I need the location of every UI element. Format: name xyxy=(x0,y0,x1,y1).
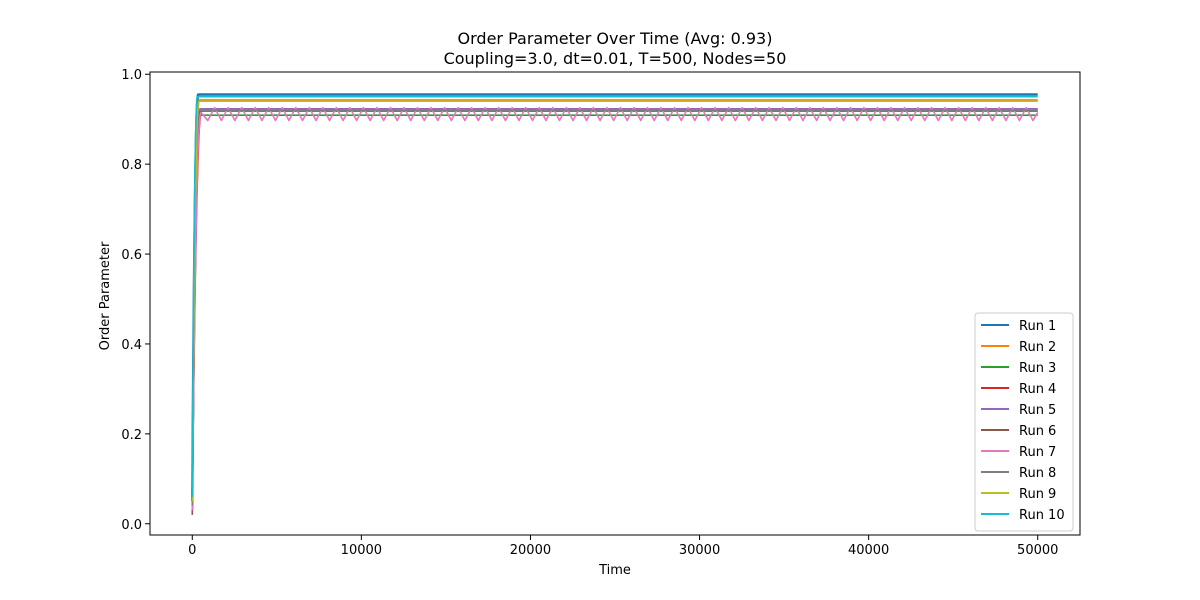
series-line-run-9 xyxy=(191,100,1038,502)
series-line-run-10 xyxy=(191,95,1038,497)
series-line-run-5 xyxy=(191,108,1038,506)
series-line-run-1 xyxy=(191,93,1038,502)
chart-subtitle: Coupling=3.0, dt=0.01, T=500, Nodes=50 xyxy=(444,49,787,68)
legend-label: Run 7 xyxy=(1019,445,1056,460)
legend-label: Run 1 xyxy=(1019,319,1056,334)
y-axis-label: Order Parameter xyxy=(98,241,113,350)
legend-label: Run 2 xyxy=(1019,340,1056,355)
legend: Run 1 Run 2 Run 3 Run 4 Run 5 Run 6 Run 7 Run 8… xyxy=(974,312,1074,532)
series-line-run-2 xyxy=(191,99,1038,511)
legend-label: Run 8 xyxy=(1019,466,1056,481)
chart-title: Order Parameter Over Time (Avg: 0.93) xyxy=(458,29,773,48)
legend-label: Run 9 xyxy=(1019,487,1056,502)
y-tick-label: 1.0 xyxy=(121,68,142,83)
y-tick-label: 0.8 xyxy=(121,158,142,173)
x-axis: 0 10000 20000 30000 40000 50000 xyxy=(188,535,1058,558)
series-line-run-6 xyxy=(191,110,1038,515)
series-line-run-4 xyxy=(191,109,1038,511)
legend-label: Run 6 xyxy=(1019,424,1056,439)
plot-frame xyxy=(149,71,1081,536)
x-tick-label: 30000 xyxy=(679,543,720,558)
series-line-run-8 xyxy=(191,109,1038,506)
x-tick-label: 40000 xyxy=(848,543,889,558)
y-axis: 0.0 0.2 0.4 0.6 0.8 1.0 xyxy=(121,68,150,533)
series-line-run-7 xyxy=(191,106,1039,511)
x-axis-label: Time xyxy=(598,563,631,578)
y-tick-label: 0.4 xyxy=(121,338,142,353)
legend-label: Run 5 xyxy=(1019,403,1056,418)
y-tick-label: 0.0 xyxy=(121,518,142,533)
y-tick-label: 0.2 xyxy=(121,428,142,443)
x-tick-label: 10000 xyxy=(341,543,382,558)
y-tick-label: 0.6 xyxy=(121,248,142,263)
x-tick-label: 20000 xyxy=(510,543,551,558)
legend-label: Run 10 xyxy=(1019,508,1065,523)
series-line-run-3 xyxy=(191,114,1038,515)
legend-label: Run 3 xyxy=(1019,361,1056,376)
x-tick-label: 50000 xyxy=(1017,543,1058,558)
series-layer xyxy=(191,93,1039,515)
x-tick-label: 0 xyxy=(188,543,196,558)
legend-label: Run 4 xyxy=(1019,382,1056,397)
